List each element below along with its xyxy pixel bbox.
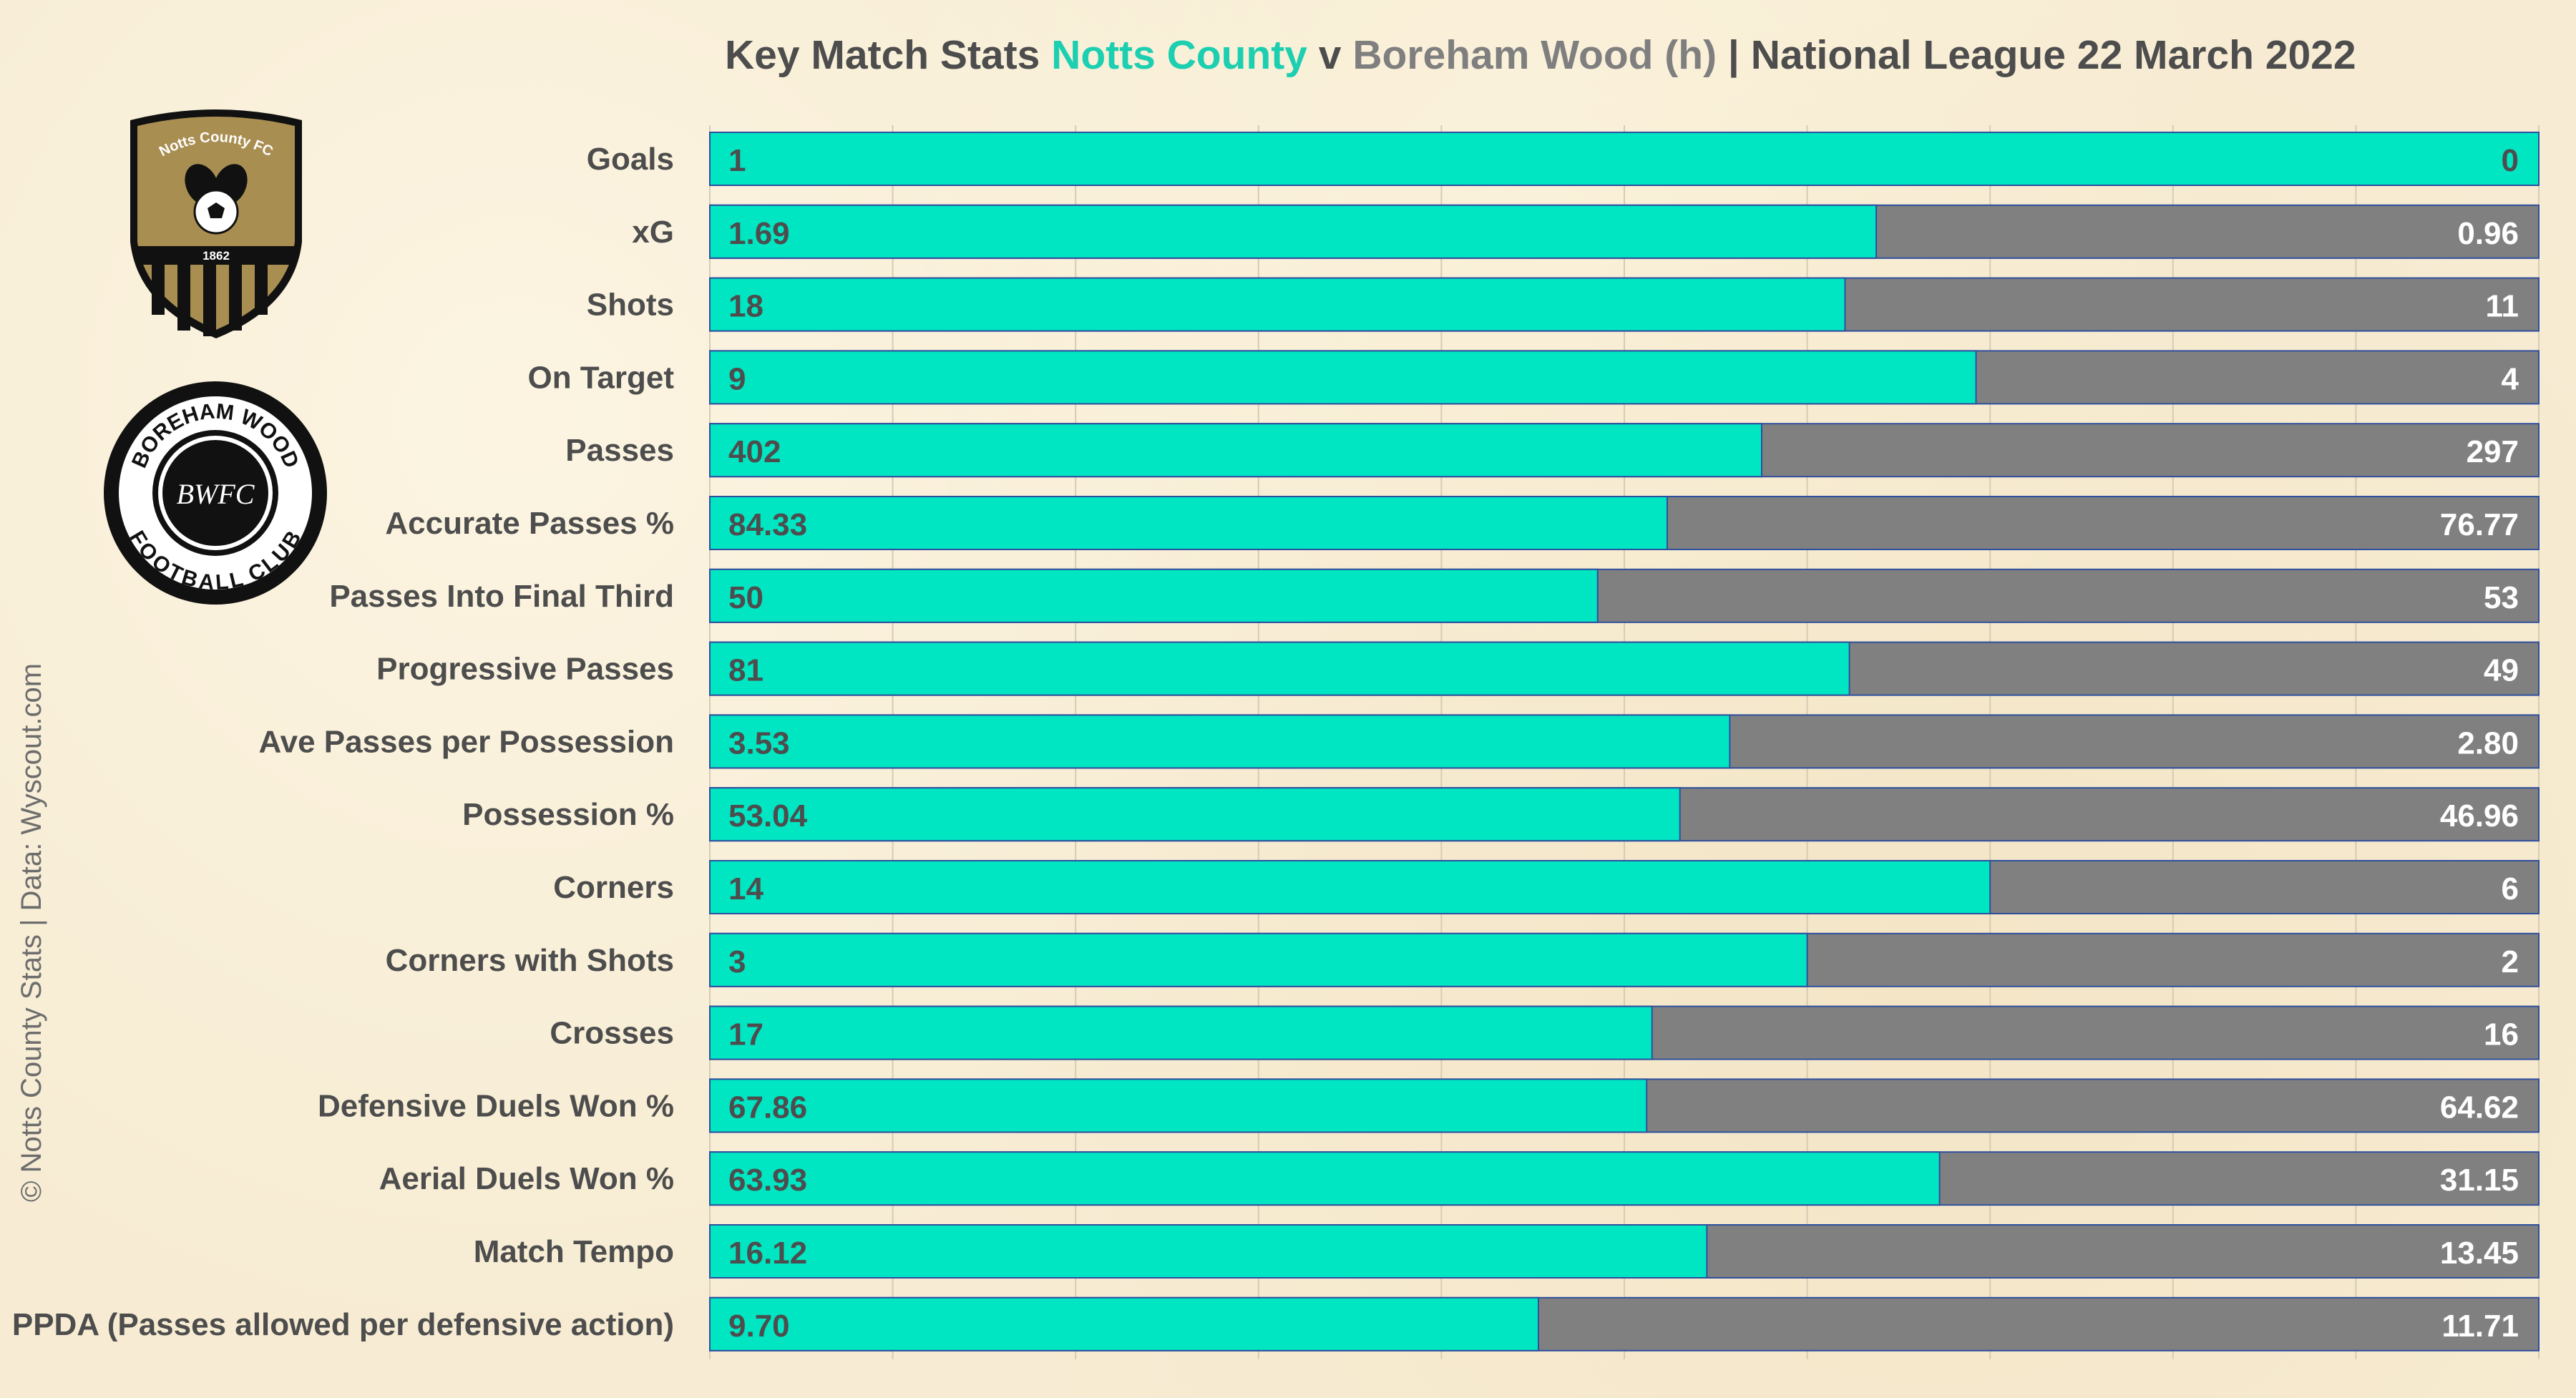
home-value-label: 81 bbox=[728, 653, 763, 688]
home-value-label: 67.86 bbox=[728, 1090, 807, 1125]
home-value-label: 3.53 bbox=[728, 725, 790, 761]
home-value-label: 402 bbox=[728, 434, 781, 469]
away-value-label: 2 bbox=[2502, 944, 2519, 979]
category-label: Corners with Shots bbox=[386, 943, 674, 978]
home-value-label: 9.70 bbox=[728, 1309, 790, 1344]
bar-home bbox=[709, 1151, 1941, 1206]
category-label: On Target bbox=[527, 360, 674, 395]
category-label: Aerial Duels Won % bbox=[379, 1161, 674, 1196]
home-value-label: 9 bbox=[728, 361, 746, 396]
category-label: PPDA (Passes allowed per defensive actio… bbox=[12, 1307, 674, 1342]
home-value-label: 18 bbox=[728, 289, 763, 324]
bar-home bbox=[709, 787, 1681, 842]
away-value-label: 46.96 bbox=[2440, 798, 2519, 834]
bar-home bbox=[709, 350, 1977, 405]
notts-crest-year: 1862 bbox=[203, 249, 230, 263]
title-away-team: Boreham Wood (h) bbox=[1352, 32, 1717, 78]
category-label: Progressive Passes bbox=[376, 652, 674, 687]
home-value-label: 50 bbox=[728, 580, 763, 615]
away-value-label: 297 bbox=[2467, 434, 2519, 469]
boreham-badge-monogram: BWFC bbox=[177, 478, 255, 510]
category-label: Ave Passes per Possession bbox=[259, 724, 675, 759]
title-connector: v bbox=[1318, 32, 1342, 78]
away-value-label: 64.62 bbox=[2440, 1090, 2519, 1125]
bar-home bbox=[709, 132, 2540, 186]
category-label: Passes bbox=[565, 433, 674, 468]
away-value-label: 4 bbox=[2502, 361, 2519, 396]
away-value-label: 0.96 bbox=[2457, 216, 2519, 251]
bar-home bbox=[709, 932, 1808, 987]
home-value-label: 3 bbox=[728, 944, 746, 979]
home-value-label: 53.04 bbox=[728, 798, 808, 834]
home-value-label: 63.93 bbox=[728, 1163, 807, 1198]
home-value-label: 84.33 bbox=[728, 507, 807, 542]
boreham-wood-badge-logo: BOREHAM WOOD FOOTBALL CLUB BWFC bbox=[104, 381, 327, 605]
bar-home bbox=[709, 496, 1668, 550]
away-value-label: 76.77 bbox=[2440, 507, 2519, 542]
away-value-label: 13.45 bbox=[2440, 1236, 2519, 1271]
away-value-label: 49 bbox=[2484, 653, 2519, 688]
home-value-label: 1.69 bbox=[728, 216, 790, 251]
category-label: Defensive Duels Won % bbox=[318, 1088, 674, 1123]
away-value-label: 6 bbox=[2502, 871, 2519, 906]
home-value-label: 14 bbox=[728, 871, 763, 906]
away-value-label: 11.71 bbox=[2441, 1309, 2519, 1344]
bar-home bbox=[709, 1078, 1648, 1133]
bar-home bbox=[709, 1005, 1653, 1060]
category-label: Goals bbox=[587, 142, 674, 177]
category-label: Accurate Passes % bbox=[385, 506, 674, 541]
title-prefix: Key Match Stats bbox=[725, 32, 1040, 78]
bar-home bbox=[709, 714, 1731, 769]
away-value-label: 2.80 bbox=[2457, 725, 2519, 761]
category-label: Shots bbox=[587, 288, 674, 323]
chart-title: Key Match Stats Notts County v Boreham W… bbox=[725, 31, 2356, 79]
notts-county-crest-logo: Notts County FC 1862 bbox=[130, 109, 302, 338]
away-value-label: 11 bbox=[2485, 289, 2519, 324]
home-value-label: 1 bbox=[728, 143, 746, 178]
home-value-label: 17 bbox=[728, 1017, 763, 1052]
category-label: Possession % bbox=[462, 797, 674, 832]
category-label: Corners bbox=[553, 870, 674, 905]
bar-home bbox=[709, 1224, 1708, 1279]
category-label: Passes Into Final Third bbox=[329, 579, 674, 614]
bar-home bbox=[709, 568, 1599, 623]
away-value-label: 31.15 bbox=[2440, 1163, 2519, 1198]
home-value-label: 16.12 bbox=[728, 1236, 807, 1271]
category-label: xG bbox=[632, 215, 674, 250]
bar-home bbox=[709, 1296, 1540, 1351]
away-value-label: 53 bbox=[2484, 580, 2519, 615]
title-home-team: Notts County bbox=[1051, 32, 1307, 78]
category-label: Crosses bbox=[550, 1016, 674, 1051]
category-label: Match Tempo bbox=[474, 1234, 674, 1269]
bar-home bbox=[709, 277, 1846, 332]
title-suffix: | National League 22 March 2022 bbox=[1727, 32, 2356, 78]
bar-home bbox=[709, 204, 1878, 259]
away-value-label: 0 bbox=[2502, 143, 2519, 178]
bar-home bbox=[709, 641, 1850, 696]
bar-home bbox=[709, 423, 1762, 478]
bar-home bbox=[709, 860, 1991, 914]
away-value-label: 16 bbox=[2484, 1017, 2519, 1052]
